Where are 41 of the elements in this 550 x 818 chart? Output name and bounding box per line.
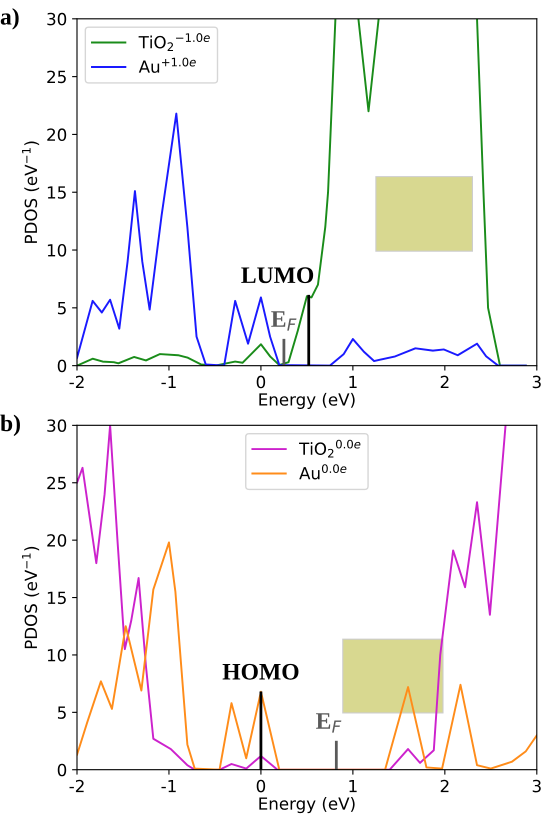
x-axis-title: Energy (eV) bbox=[259, 797, 355, 814]
y-tick-label: 15 bbox=[48, 592, 66, 604]
x-axis-title: Energy (eV) bbox=[259, 392, 355, 410]
annotation: LUMO bbox=[241, 267, 314, 284]
x-tick-label: 3 bbox=[532, 376, 541, 388]
y-tick-label: 15 bbox=[48, 186, 66, 199]
y-tick-label: 10 bbox=[48, 648, 66, 662]
x-tick-label: 2 bbox=[440, 780, 448, 792]
x-tick-label: 1 bbox=[349, 780, 357, 792]
legend-label: TiO$_{2}$$^{0.0e}$ bbox=[299, 440, 360, 458]
x-tick-label: -2 bbox=[70, 780, 84, 792]
chart-title: a) bbox=[0, 8, 19, 30]
line-series bbox=[77, 112, 527, 366]
y-axis-title: PDOS (eV$^{−1}$) bbox=[22, 142, 40, 243]
y-tick-label: 5 bbox=[58, 302, 66, 314]
y-tick-label: 30 bbox=[47, 419, 66, 432]
x-tick-label: -1 bbox=[161, 780, 176, 792]
y-tick-label: 5 bbox=[58, 706, 66, 719]
legend-label: Au$^{+1.0e}$ bbox=[138, 58, 196, 73]
x-tick-label: 1 bbox=[349, 376, 357, 388]
y-tick-label: 0 bbox=[58, 764, 66, 776]
legend-label: Au$^{0.0e}$ bbox=[299, 464, 346, 480]
y-tick-label: 20 bbox=[47, 534, 66, 547]
y-tick-label: 20 bbox=[47, 128, 66, 141]
x-tick-label: 0 bbox=[256, 376, 266, 388]
annotation: HOMO bbox=[222, 664, 298, 680]
x-tick-label: 3 bbox=[532, 780, 541, 792]
x-tick-label: 0 bbox=[256, 780, 266, 792]
y-tick-label: 25 bbox=[47, 70, 66, 84]
x-tick-label: 2 bbox=[440, 376, 448, 388]
y-tick-label: 30 bbox=[47, 12, 66, 26]
annotation: E$_{F}$ bbox=[271, 311, 296, 331]
y-axis-title: PDOS (eV$^{−1}$) bbox=[22, 546, 40, 648]
y-tick-label: 10 bbox=[48, 244, 66, 257]
x-tick-label: -2 bbox=[70, 376, 84, 388]
y-tick-label: 0 bbox=[58, 360, 66, 372]
legend-label: TiO$_{2}$$^{−1.0e}$ bbox=[138, 33, 210, 51]
x-tick-label: -1 bbox=[161, 376, 176, 388]
annotation: E$_{F}$ bbox=[316, 713, 342, 733]
y-tick-label: 25 bbox=[47, 476, 66, 490]
chart-title: b) bbox=[0, 414, 20, 436]
